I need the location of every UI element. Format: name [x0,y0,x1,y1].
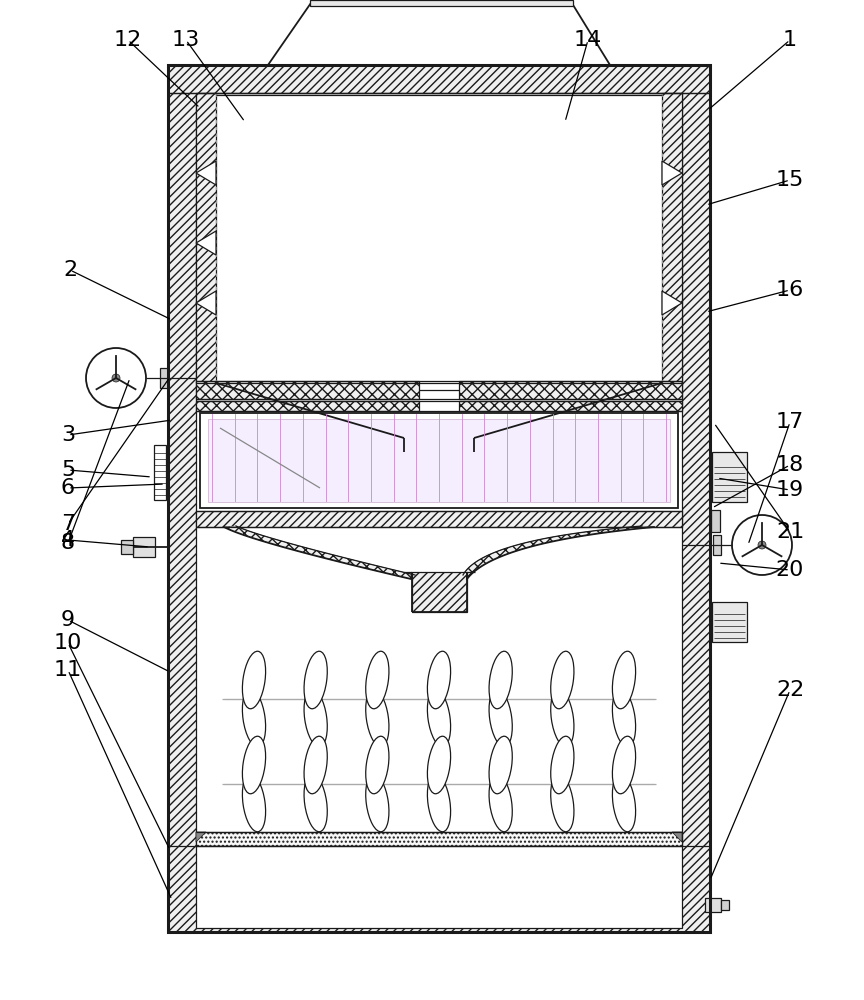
Ellipse shape [243,689,265,747]
Polygon shape [662,161,682,185]
Polygon shape [672,832,682,842]
Text: 4: 4 [61,530,75,550]
Ellipse shape [428,736,451,794]
Text: 1: 1 [783,30,797,50]
Ellipse shape [489,689,512,747]
Ellipse shape [428,774,451,832]
Ellipse shape [613,689,636,747]
Bar [208,419,670,502]
Bar [196,511,682,527]
Bar [713,535,721,555]
Text: 13: 13 [172,30,200,50]
Ellipse shape [489,774,512,832]
Ellipse shape [613,774,636,832]
Bar [196,401,419,411]
Text: 8: 8 [61,533,75,553]
Text: 7: 7 [61,514,75,534]
Text: 10: 10 [54,633,82,653]
Text: 18: 18 [776,455,804,475]
Ellipse shape [304,651,327,709]
Bar [200,413,678,508]
Ellipse shape [365,736,389,794]
Ellipse shape [613,651,636,709]
Text: 19: 19 [776,480,804,500]
Bar [196,381,419,399]
Bar [711,510,720,532]
Bar [459,401,682,411]
Polygon shape [463,526,654,579]
Text: 5: 5 [60,460,75,480]
Ellipse shape [304,689,327,747]
Ellipse shape [243,651,265,709]
Circle shape [758,541,766,549]
Ellipse shape [365,774,389,832]
Polygon shape [196,832,206,842]
Ellipse shape [489,736,512,794]
Bar [168,65,196,932]
Ellipse shape [613,736,636,794]
Ellipse shape [550,774,574,832]
Bar [133,537,155,557]
Polygon shape [662,291,682,315]
Bar [168,846,710,932]
Bar [196,832,682,846]
Bar [712,452,747,502]
Bar [196,846,682,928]
Bar [168,65,710,932]
Bar [160,368,168,388]
Bar [705,898,721,912]
Bar [310,0,573,6]
Text: 22: 22 [776,680,804,700]
Polygon shape [196,291,216,315]
Circle shape [112,374,120,382]
Ellipse shape [243,774,265,832]
Bar [168,65,710,93]
Bar [712,602,747,642]
Text: 15: 15 [776,170,804,190]
Ellipse shape [428,689,451,747]
Bar [721,900,729,910]
Polygon shape [196,231,216,255]
Text: 16: 16 [776,280,804,300]
Ellipse shape [243,736,265,794]
Bar [121,540,133,554]
Ellipse shape [365,651,389,709]
Text: 11: 11 [54,660,82,680]
Polygon shape [224,526,415,579]
Bar [662,93,682,383]
Ellipse shape [304,774,327,832]
Ellipse shape [304,736,327,794]
Text: 6: 6 [61,478,75,498]
Bar [682,65,710,932]
Ellipse shape [550,689,574,747]
Bar [154,445,166,500]
Ellipse shape [550,651,574,709]
Circle shape [86,348,146,408]
Ellipse shape [550,736,574,794]
Ellipse shape [428,651,451,709]
Ellipse shape [489,651,512,709]
Text: 21: 21 [776,522,804,542]
Polygon shape [268,0,610,65]
Text: 20: 20 [776,560,804,580]
Text: 12: 12 [114,30,142,50]
Text: 17: 17 [776,412,804,432]
Circle shape [732,515,792,575]
Ellipse shape [365,689,389,747]
Polygon shape [196,161,216,185]
Text: 14: 14 [574,30,602,50]
Bar [196,93,216,383]
Bar [459,381,682,399]
Text: 2: 2 [63,260,77,280]
Bar [412,572,467,612]
Text: 3: 3 [61,425,75,445]
Text: 9: 9 [61,610,75,630]
